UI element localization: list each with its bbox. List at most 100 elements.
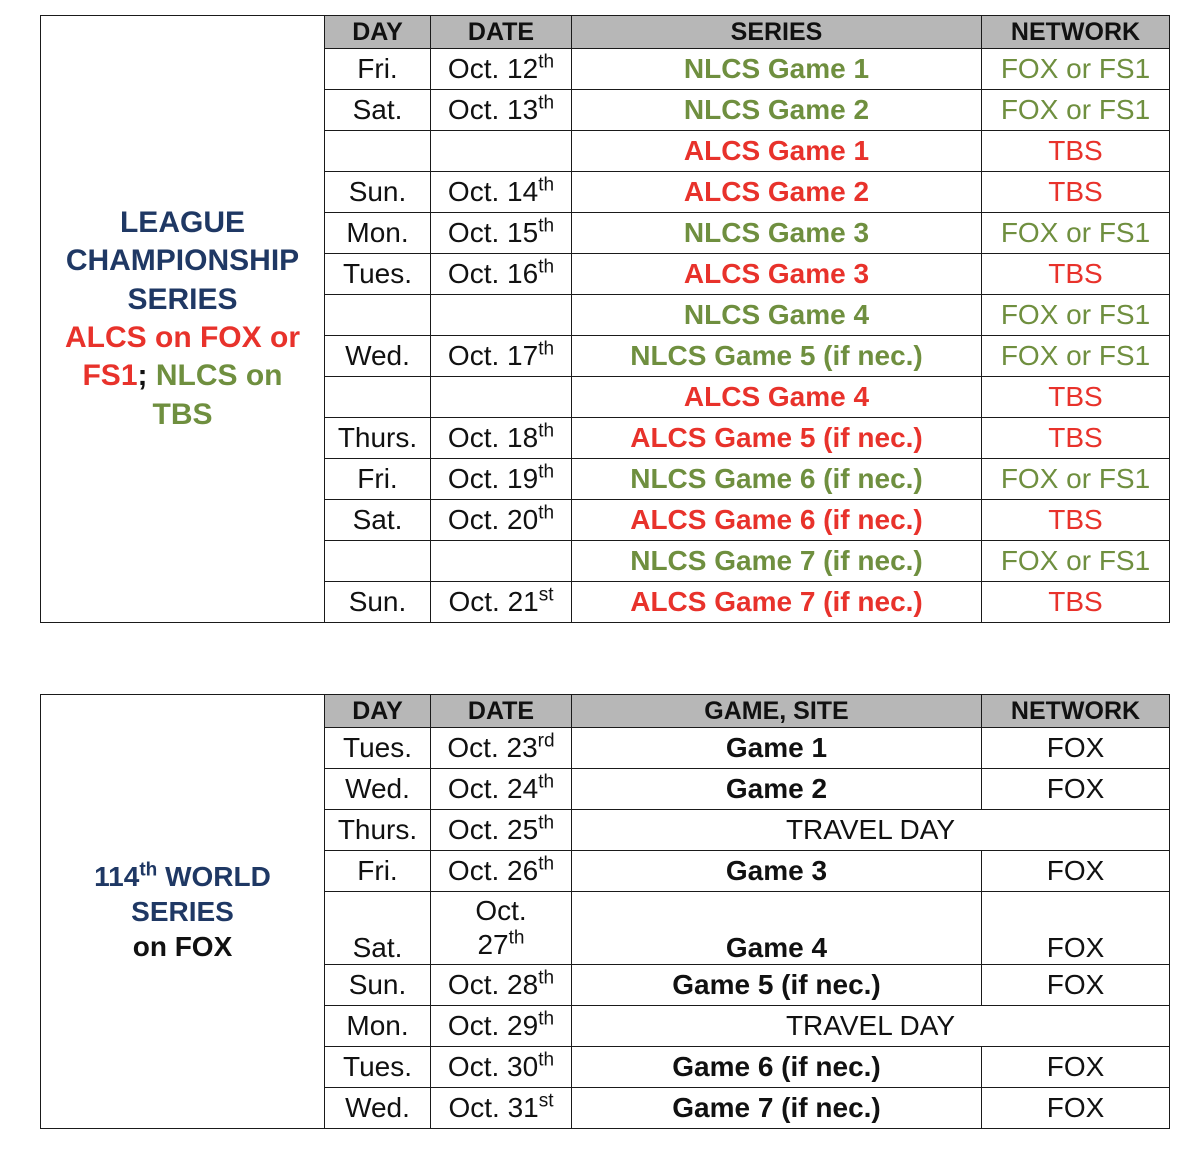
ws-date-suffix: th — [538, 853, 555, 875]
lcs-day-cell — [324, 376, 431, 418]
lcs-network-cell: TBS — [981, 253, 1170, 295]
ws-network: FOX — [1046, 732, 1105, 763]
ws-date-cell: Oct. 24th — [430, 768, 572, 810]
lcs-date-cell: Oct. 21st — [430, 581, 572, 623]
lcs-network: FOX or FS1 — [1000, 340, 1151, 371]
ws-day: Mon. — [346, 1010, 409, 1041]
lcs-day-cell: Thurs. — [324, 417, 431, 459]
ws-day-cell: Tues. — [324, 727, 431, 769]
ws-travel-day-label: TRAVEL DAY — [785, 814, 956, 845]
ws-game: Game 4 — [725, 932, 828, 963]
ws-network-cell: FOX — [981, 891, 1170, 965]
lcs-series: NLCS Game 3 — [683, 217, 870, 248]
lcs-network-cell: TBS — [981, 581, 1170, 623]
lcs-day: Fri. — [357, 463, 398, 494]
lcs-network: TBS — [1048, 422, 1103, 453]
ws-date-cell: Oct. 30th — [430, 1046, 572, 1088]
ws-date-wrapped: Oct. 27th — [469, 894, 533, 961]
ws-day-cell: Sat. — [324, 891, 431, 965]
lcs-title-line1: LEAGUE — [119, 205, 245, 239]
ws-date-suffix: th — [508, 927, 525, 949]
lcs-date-suffix: th — [538, 256, 555, 278]
lcs-title-line2: CHAMPIONSHIP — [65, 244, 300, 278]
ws-date-cell: Oct. 25th — [430, 809, 572, 851]
lcs-series: NLCS Game 4 — [683, 299, 870, 330]
ws-network: FOX — [1046, 969, 1105, 1000]
ws-network-cell: FOX — [981, 850, 1170, 892]
lcs-date-cell: Oct. 15th — [430, 212, 572, 254]
ws-network-cell: FOX — [981, 1046, 1170, 1088]
ws-row: Wed. Oct. 24th Game 2 FOX — [41, 768, 1170, 810]
lcs-day-cell — [324, 540, 431, 582]
ws-date: Oct. 27 — [475, 895, 527, 960]
lcs-date: Oct. 20 — [447, 504, 539, 535]
ws-date-suffix: th — [538, 812, 555, 834]
lcs-day: Sat. — [352, 504, 403, 535]
lcs-date: Oct. 12 — [447, 53, 539, 84]
lcs-network: FOX or FS1 — [1000, 545, 1151, 576]
ws-game-cell: Game 2 — [571, 768, 982, 810]
ws-game: Game 1 — [725, 732, 828, 763]
lcs-series: ALCS Game 5 (if nec.) — [630, 422, 923, 453]
lcs-row: NLCS Game 7 (if nec.) FOX or FS1 — [41, 540, 1170, 582]
ws-day-cell: Thurs. — [324, 809, 431, 851]
lcs-network-cell: TBS — [981, 499, 1170, 541]
lcs-row: ALCS Game 4 TBS — [41, 376, 1170, 418]
lcs-network: FOX or FS1 — [1000, 94, 1151, 125]
lcs-series: NLCS Game 6 (if nec.) — [630, 463, 923, 494]
ws-date: Oct. 26 — [447, 855, 539, 886]
lcs-date-cell: Oct. 18th — [430, 417, 572, 459]
ws-day-cell: Mon. — [324, 1005, 431, 1047]
lcs-col-header-network: NETWORK — [981, 15, 1170, 49]
lcs-date-cell — [430, 130, 572, 172]
lcs-network: FOX or FS1 — [1000, 53, 1151, 84]
ws-network: FOX — [1046, 932, 1105, 963]
lcs-date-cell — [430, 376, 572, 418]
lcs-network-cell: TBS — [981, 130, 1170, 172]
lcs-date-cell: Oct. 16th — [430, 253, 572, 295]
lcs-row: Thurs. Oct. 18th ALCS Game 5 (if nec.) TBS — [41, 417, 1170, 459]
ws-travel-day-row: Thurs. Oct. 25th TRAVEL DAY — [41, 809, 1170, 851]
lcs-date-suffix: th — [538, 420, 555, 442]
ws-date-cell: Oct. 31st — [430, 1087, 572, 1129]
lcs-date-suffix: th — [538, 92, 555, 114]
lcs-date-cell: Oct. 20th — [430, 499, 572, 541]
ws-game-cell: Game 4 — [571, 891, 982, 965]
ws-game: Game 7 (if nec.) — [672, 1092, 881, 1123]
lcs-series: ALCS Game 7 (if nec.) — [630, 586, 923, 617]
lcs-date: Oct. 19 — [447, 463, 539, 494]
lcs-series-cell: ALCS Game 4 — [571, 376, 982, 418]
lcs-date: Oct. 21 — [448, 586, 539, 617]
lcs-series-cell: ALCS Game 3 — [571, 253, 982, 295]
ws-row: Sun. Oct. 28th Game 5 (if nec.) FOX — [41, 964, 1170, 1006]
lcs-day-cell: Sat. — [324, 89, 431, 131]
ws-title-number: 114 — [94, 861, 140, 892]
lcs-series-cell: ALCS Game 7 (if nec.) — [571, 581, 982, 623]
lcs-title: LEAGUE CHAMPIONSHIP SERIES ALCS on FOX o… — [42, 204, 324, 434]
ws-date: Oct. 31 — [448, 1092, 539, 1123]
lcs-network-cell: TBS — [981, 417, 1170, 459]
ws-travel-day-cell: TRAVEL DAY — [571, 1005, 1170, 1047]
ws-game: Game 6 (if nec.) — [672, 1051, 881, 1082]
lcs-network-cell: FOX or FS1 — [981, 458, 1170, 500]
lcs-network-cell: TBS — [981, 376, 1170, 418]
lcs-series: ALCS Game 4 — [683, 381, 870, 412]
lcs-series-cell: NLCS Game 7 (if nec.) — [571, 540, 982, 582]
ws-game: Game 2 — [725, 773, 828, 804]
ws-game-cell: Game 1 — [571, 727, 982, 769]
lcs-series-cell: ALCS Game 6 (if nec.) — [571, 499, 982, 541]
ws-day: Wed. — [345, 1092, 410, 1123]
ws-header-row: 114th WORLD SERIES on FOX DAY DATE GAME,… — [40, 694, 1170, 1129]
lcs-date-cell: Oct. 19th — [430, 458, 572, 500]
ws-date: Oct. 24 — [447, 773, 539, 804]
lcs-day: Sun. — [348, 176, 407, 207]
lcs-label-cell: LEAGUE CHAMPIONSHIP SERIES ALCS on FOX o… — [40, 15, 325, 623]
ws-day-cell: Tues. — [324, 1046, 431, 1088]
lcs-series: ALCS Game 3 — [683, 258, 870, 289]
lcs-network-cell: FOX or FS1 — [981, 89, 1170, 131]
lcs-date-cell — [430, 294, 572, 336]
lcs-day: Wed. — [345, 340, 410, 371]
lcs-date: Oct. 13 — [447, 94, 539, 125]
ws-date-suffix: th — [538, 967, 555, 989]
lcs-label-separator: ; — [137, 359, 148, 393]
